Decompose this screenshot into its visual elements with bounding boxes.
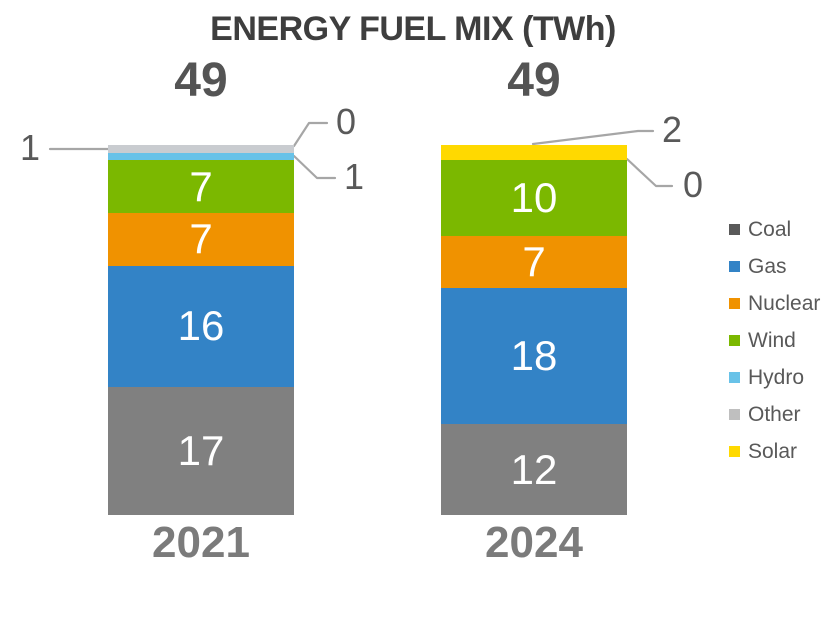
legend-item-nuclear: Nuclear (729, 290, 820, 316)
segment-value-2024-coal: 12 (510, 445, 558, 493)
callout-line-2024-hydro (625, 157, 674, 188)
bar-segment-2024-wind: 10 (441, 160, 627, 236)
callout-line-2021-hydro (292, 154, 337, 180)
legend-item-hydro: Hydro (729, 364, 804, 390)
bar-segment-2024-coal: 12 (441, 424, 627, 515)
callout-label-2021-hydro: 1 (344, 156, 365, 197)
legend-label-other: Other (748, 402, 801, 426)
callout-line-2024-solar (531, 129, 655, 146)
segment-value-2024-gas: 18 (510, 332, 558, 380)
bar-segment-2021-nuclear: 7 (108, 212, 294, 266)
legend-item-other: Other (729, 401, 801, 427)
legend-label-solar: Solar (748, 439, 798, 463)
category-label-2021: 2021 (152, 518, 250, 567)
legend-swatch-nuclear (729, 297, 740, 309)
segment-value-2024-nuclear: 7 (522, 238, 546, 286)
callout-label-2021-other: 1 (19, 127, 40, 168)
bar-segment-2024-nuclear: 7 (441, 235, 627, 289)
total-label-2021: 49 (174, 54, 228, 107)
bar-segment-2021-hydro (108, 152, 294, 161)
legend-swatch-other (729, 408, 740, 420)
bar-segment-2024-gas: 18 (441, 288, 627, 425)
chart-title: ENERGY FUEL MIX (TWh) (210, 10, 616, 48)
segment-value-2021-gas: 16 (177, 302, 225, 350)
total-label-2024: 49 (507, 54, 561, 107)
callout-label-2024-solar: 2 (662, 109, 683, 150)
legend-swatch-wind (729, 334, 740, 346)
segment-value-2021-nuclear: 7 (189, 215, 213, 263)
legend-label-gas: Gas (748, 254, 787, 278)
bar-segment-2021-other (108, 145, 294, 153)
legend-item-solar: Solar (729, 438, 797, 464)
callout-line-2021-solar (292, 121, 329, 148)
bar-segment-2024-solar (441, 145, 627, 161)
legend-item-wind: Wind (729, 327, 796, 353)
legend-swatch-gas (729, 260, 740, 272)
bar-segment-2021-gas: 16 (108, 265, 294, 387)
bar-segment-2021-coal: 17 (108, 386, 294, 515)
segment-value-2021-coal: 17 (177, 426, 225, 474)
category-label-2024: 2024 (485, 518, 583, 567)
legend-label-wind: Wind (748, 328, 796, 352)
legend-label-coal: Coal (748, 217, 792, 241)
segment-value-2024-wind: 10 (510, 173, 558, 221)
legend-item-gas: Gas (729, 253, 787, 279)
legend-swatch-solar (729, 445, 740, 457)
legend-label-hydro: Hydro (748, 365, 805, 389)
callout-label-2021-solar: 0 (336, 101, 357, 142)
bar-segment-2021-wind: 7 (108, 160, 294, 213)
callout-label-2024-hydro: 0 (683, 164, 704, 205)
legend-item-coal: Coal (729, 216, 791, 242)
legend-label-nuclear: Nuclear (748, 291, 821, 315)
legend-swatch-hydro (729, 371, 740, 383)
legend-swatch-coal (729, 223, 740, 235)
segment-value-2021-wind: 7 (189, 162, 213, 210)
